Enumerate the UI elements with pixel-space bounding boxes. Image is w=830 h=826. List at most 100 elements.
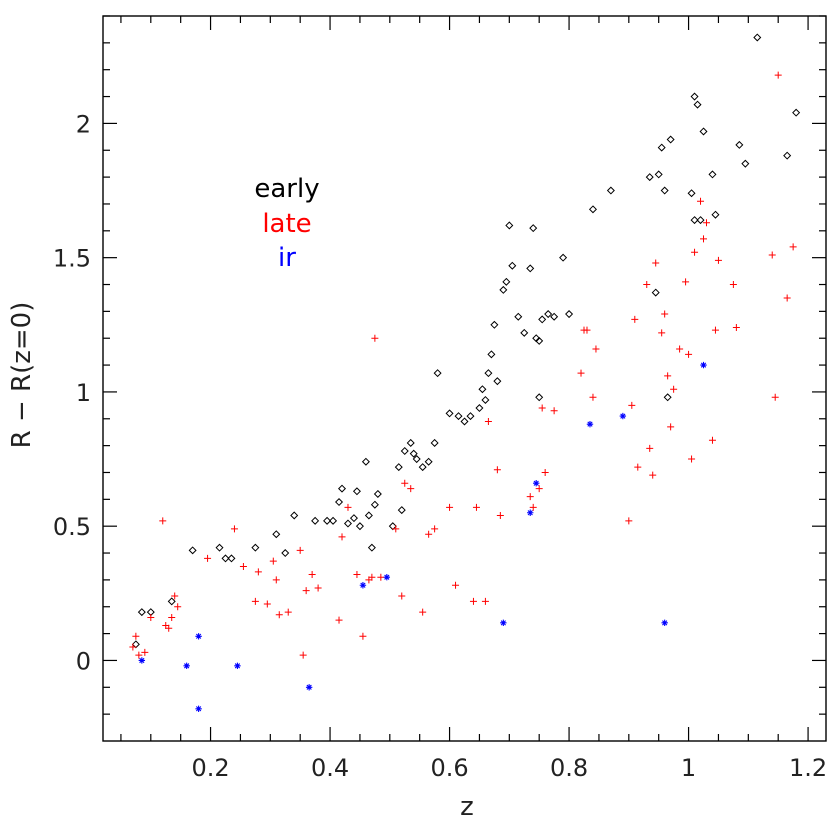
data-point-late	[446, 503, 454, 511]
data-point-early	[663, 393, 672, 402]
axis-ticks	[103, 15, 826, 741]
data-point-early	[227, 554, 236, 563]
data-point-late	[431, 525, 439, 533]
data-point-late	[583, 326, 591, 334]
data-point-late	[493, 466, 501, 474]
data-point-early	[412, 455, 421, 464]
data-point-early	[741, 159, 750, 168]
data-point-late	[284, 608, 292, 616]
data-point-early	[406, 438, 415, 447]
data-point-late	[661, 310, 669, 318]
data-point-ir	[195, 633, 202, 640]
data-point-late	[254, 568, 262, 576]
data-point-ir	[305, 684, 313, 691]
x-tick-label: 0.4	[311, 754, 349, 782]
data-point-early	[131, 640, 140, 649]
tick-labels: 0.2 0.4 0.6 0.8 1 1.2 0 0.5 1 1.5 2	[53, 110, 827, 782]
data-point-late	[708, 436, 716, 444]
data-point-early	[666, 135, 675, 144]
series-ir	[138, 361, 707, 712]
data-point-late	[592, 345, 600, 353]
data-point-late	[359, 632, 367, 640]
plot-frame	[102, 15, 827, 742]
data-point-early	[137, 608, 146, 617]
data-point-late	[688, 455, 696, 463]
data-point-ir	[500, 619, 507, 627]
data-point-late	[768, 251, 776, 259]
data-point-early	[502, 277, 511, 286]
x-tick-label: 1	[681, 754, 696, 782]
x-tick-label: 0.2	[191, 754, 229, 782]
data-point-early	[167, 597, 176, 606]
data-point-late	[132, 632, 140, 640]
data-point-late	[299, 651, 307, 659]
data-point-early	[397, 506, 406, 515]
data-point-early	[338, 484, 347, 493]
data-point-early	[654, 170, 663, 179]
data-point-late	[783, 294, 791, 302]
data-point-early	[409, 449, 418, 458]
data-point-early	[475, 404, 484, 413]
data-point-late	[296, 546, 304, 554]
data-point-early	[783, 151, 792, 160]
data-point-late	[646, 444, 654, 452]
data-point-early	[478, 385, 487, 394]
data-point-early	[550, 312, 559, 321]
data-point-early	[364, 511, 373, 520]
data-point-early	[424, 457, 433, 466]
data-point-early	[565, 310, 574, 319]
data-point-late	[452, 581, 460, 589]
data-point-early	[343, 519, 352, 528]
data-point-ir	[234, 662, 241, 670]
data-point-late	[204, 554, 212, 562]
data-point-late	[711, 326, 719, 334]
data-point-early	[657, 143, 666, 152]
y-tick-label: 0.5	[53, 513, 91, 541]
data-point-late	[649, 471, 657, 479]
data-point-late	[129, 643, 137, 651]
data-point-late	[308, 571, 316, 579]
data-point-late	[496, 511, 504, 519]
data-point-late	[401, 479, 409, 487]
data-point-late	[251, 597, 259, 605]
data-point-early	[188, 546, 197, 555]
data-point-late	[789, 243, 797, 251]
data-point-early	[418, 463, 427, 472]
data-point-early	[514, 312, 523, 321]
data-point-late	[472, 503, 480, 511]
data-point-late	[667, 423, 675, 431]
legend-entry-ir: ir	[278, 243, 296, 273]
data-point-early	[588, 205, 597, 214]
data-point-late	[550, 407, 558, 415]
data-point-early	[735, 140, 744, 149]
data-point-late	[664, 372, 672, 380]
data-point-early	[696, 216, 705, 225]
data-point-late	[682, 278, 690, 286]
data-point-early	[690, 92, 699, 101]
y-tick-label: 0	[76, 647, 91, 675]
data-point-late	[526, 493, 534, 501]
data-point-early	[544, 310, 553, 319]
data-point-late	[634, 463, 642, 471]
data-point-late	[263, 600, 271, 608]
data-point-early	[693, 100, 702, 109]
data-point-late	[652, 259, 660, 267]
data-point-late	[529, 503, 537, 511]
data-point-ir	[586, 420, 594, 428]
data-point-early	[370, 500, 379, 509]
data-point-early	[466, 412, 475, 421]
data-point-ir	[138, 657, 146, 664]
data-point-late	[425, 530, 433, 538]
data-point-late	[729, 281, 737, 289]
data-point-late	[484, 417, 492, 425]
data-point-ir	[700, 361, 707, 369]
legend: early late ir	[254, 174, 319, 273]
x-tick-label: 0.6	[430, 754, 468, 782]
data-point-ir	[359, 582, 367, 589]
data-point-early	[651, 288, 660, 297]
data-point-early	[493, 377, 502, 386]
data-point-early	[645, 173, 654, 182]
data-point-late	[368, 573, 376, 581]
data-point-early	[352, 487, 361, 496]
